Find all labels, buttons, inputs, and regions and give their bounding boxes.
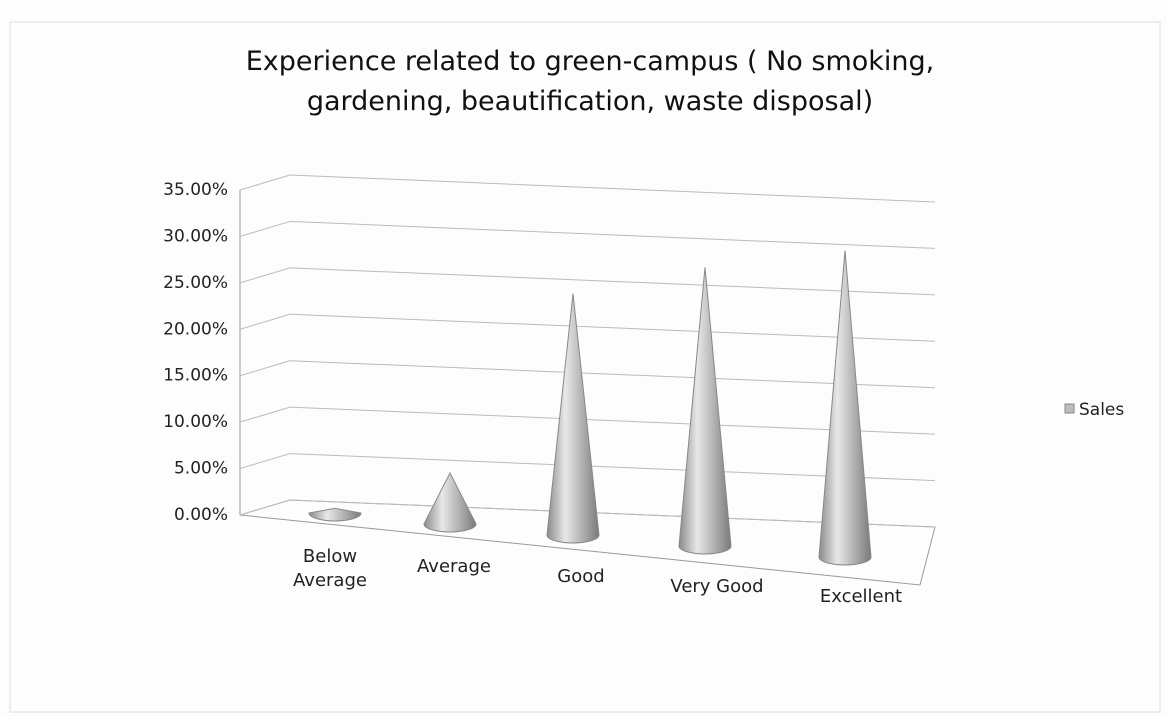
- grid-line: [289, 313, 936, 342]
- x-tick-label: Below Average: [293, 546, 367, 591]
- x-tick-label: Excellent: [819, 586, 903, 607]
- y-tick-label: 35.00%: [163, 180, 228, 200]
- grid-line: [289, 220, 936, 249]
- legend-label: Sales: [1079, 400, 1124, 420]
- cone: [678, 267, 732, 555]
- legend-swatch: [1064, 403, 1075, 414]
- y-tick-label: 0.00%: [174, 505, 228, 525]
- y-tick-label: 30.00%: [163, 226, 228, 246]
- grid-line: [239, 313, 291, 330]
- y-tick-label: 5.00%: [174, 459, 228, 479]
- chart-title: Experience related to green-campus ( No …: [245, 46, 935, 117]
- cone: [546, 293, 600, 544]
- grid-line: [239, 220, 291, 237]
- grid-line: [239, 267, 291, 284]
- cone: [818, 250, 872, 566]
- grid-line: [239, 360, 291, 377]
- y-tick-label: 10.00%: [163, 412, 228, 432]
- grid-line: [289, 360, 936, 389]
- grid-line: [239, 174, 291, 191]
- grid-line: [289, 406, 936, 435]
- y-tick-label: 20.00%: [163, 319, 228, 339]
- grid-line: [239, 453, 291, 470]
- grid-line: [239, 406, 291, 423]
- cone: [423, 471, 477, 533]
- grid-line: [289, 267, 936, 296]
- cone: [308, 507, 362, 522]
- y-tick-label: 25.00%: [163, 273, 228, 293]
- y-tick-label: 15.00%: [163, 366, 228, 386]
- grid-line: [239, 499, 291, 516]
- chart-border: [9, 21, 1161, 713]
- x-tick-label: Average: [417, 556, 491, 577]
- x-tick-label: Good: [557, 566, 605, 587]
- x-tick-label: Very Good: [670, 576, 764, 597]
- grid-line: [289, 174, 936, 203]
